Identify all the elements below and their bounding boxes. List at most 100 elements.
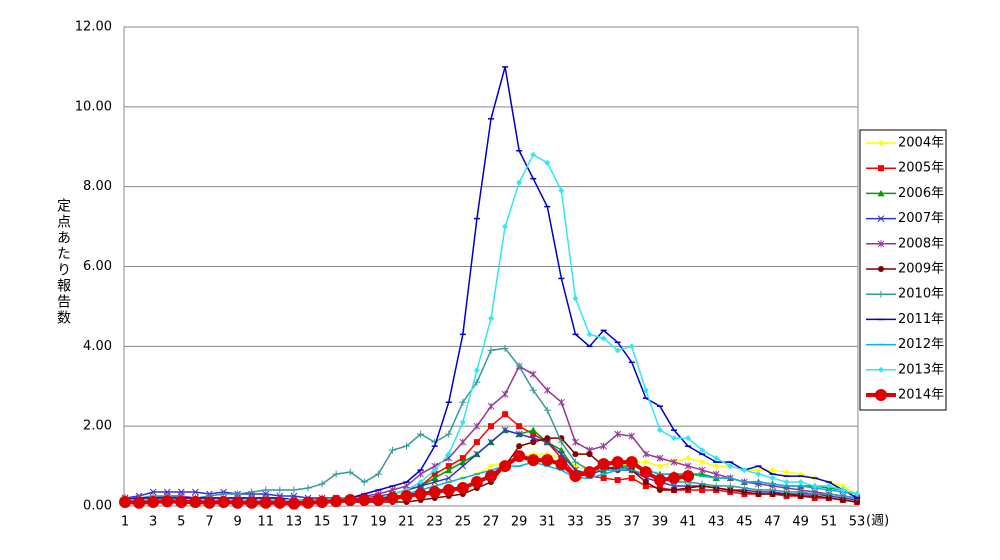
marker [653, 474, 666, 487]
marker [473, 378, 481, 386]
legend [859, 129, 947, 411]
marker [877, 290, 885, 298]
marker [516, 423, 523, 430]
legend-label: 2006年 [898, 186, 944, 201]
marker [875, 389, 887, 401]
marker [459, 458, 467, 466]
x-tick-label: 17 [342, 515, 359, 530]
marker [516, 179, 523, 186]
marker [558, 187, 565, 194]
marker [530, 151, 537, 158]
marker [529, 426, 537, 434]
x-tick-label: 27 [483, 515, 500, 530]
marker [713, 463, 720, 470]
marker [459, 419, 466, 426]
legend-label: 2014年 [898, 388, 944, 403]
x-tick-label: 15 [314, 515, 331, 530]
marker [878, 266, 884, 272]
marker [586, 451, 593, 458]
marker [459, 398, 467, 406]
marker [557, 438, 565, 446]
marker [473, 367, 480, 374]
x-tick-label: 9 [233, 515, 241, 530]
marker [445, 430, 453, 438]
marker [501, 344, 509, 352]
marker [149, 488, 157, 496]
y-tick-label: 4.00 [83, 339, 112, 354]
marker [741, 489, 748, 496]
marker [487, 402, 495, 410]
x-tick-label: 23 [426, 515, 443, 530]
marker [414, 488, 427, 501]
marker [344, 494, 357, 507]
marker [878, 165, 884, 172]
marker [614, 347, 621, 354]
marker [175, 496, 188, 509]
marker [625, 456, 638, 469]
marker [431, 467, 438, 474]
marker [259, 496, 272, 509]
legend-label: 2005年 [898, 161, 944, 176]
x-tick-label: 43 [708, 515, 725, 530]
x-tick-label: 5 [177, 515, 185, 530]
marker [400, 490, 413, 503]
x-tick-label: 33 [567, 515, 584, 530]
legend-label: 2009年 [898, 262, 944, 277]
marker [445, 474, 453, 482]
marker [583, 466, 596, 479]
marker [527, 454, 540, 467]
marker [811, 490, 819, 498]
marker [487, 346, 495, 354]
marker [557, 446, 565, 454]
marker [231, 496, 244, 509]
marker [797, 488, 805, 496]
x-tick-label: 41 [680, 515, 697, 530]
marker [318, 480, 326, 488]
marker [473, 422, 481, 430]
marker [374, 470, 382, 478]
marker [572, 438, 579, 446]
legend-label: 2010年 [898, 287, 944, 302]
marker [217, 496, 230, 509]
marker [642, 483, 649, 490]
marker [428, 486, 441, 499]
marker [769, 491, 776, 498]
marker [203, 496, 216, 509]
marker [628, 475, 635, 482]
marker [276, 486, 284, 494]
marker [628, 343, 635, 350]
marker [698, 466, 706, 474]
marker [668, 472, 680, 485]
marker [290, 486, 298, 494]
marker [485, 470, 497, 483]
marker [825, 495, 832, 502]
x-tick-label: 19 [370, 515, 387, 530]
y-tick-label: 10.00 [75, 99, 112, 114]
marker [360, 478, 368, 486]
marker [302, 496, 314, 509]
marker [684, 462, 692, 470]
marker [388, 446, 396, 454]
marker [755, 471, 762, 478]
marker [586, 331, 593, 338]
marker [273, 496, 286, 509]
marker [877, 215, 885, 222]
y-tick-label: 2.00 [83, 419, 112, 434]
x-tick-label: 35 [595, 515, 612, 530]
y-tick-label: 8.00 [83, 179, 112, 194]
marker [825, 483, 832, 490]
marker [487, 438, 495, 446]
x-tick-label: 25 [455, 515, 472, 530]
x-tick-label: 13 [286, 515, 303, 530]
marker [783, 479, 790, 486]
marker [530, 439, 537, 446]
marker [544, 159, 551, 166]
marker [656, 487, 663, 494]
legend-label: 2011年 [898, 312, 944, 327]
marker [445, 463, 452, 470]
marker [797, 493, 804, 500]
marker [656, 454, 664, 462]
y-tick-label: 0.00 [83, 499, 112, 514]
marker [769, 467, 776, 474]
